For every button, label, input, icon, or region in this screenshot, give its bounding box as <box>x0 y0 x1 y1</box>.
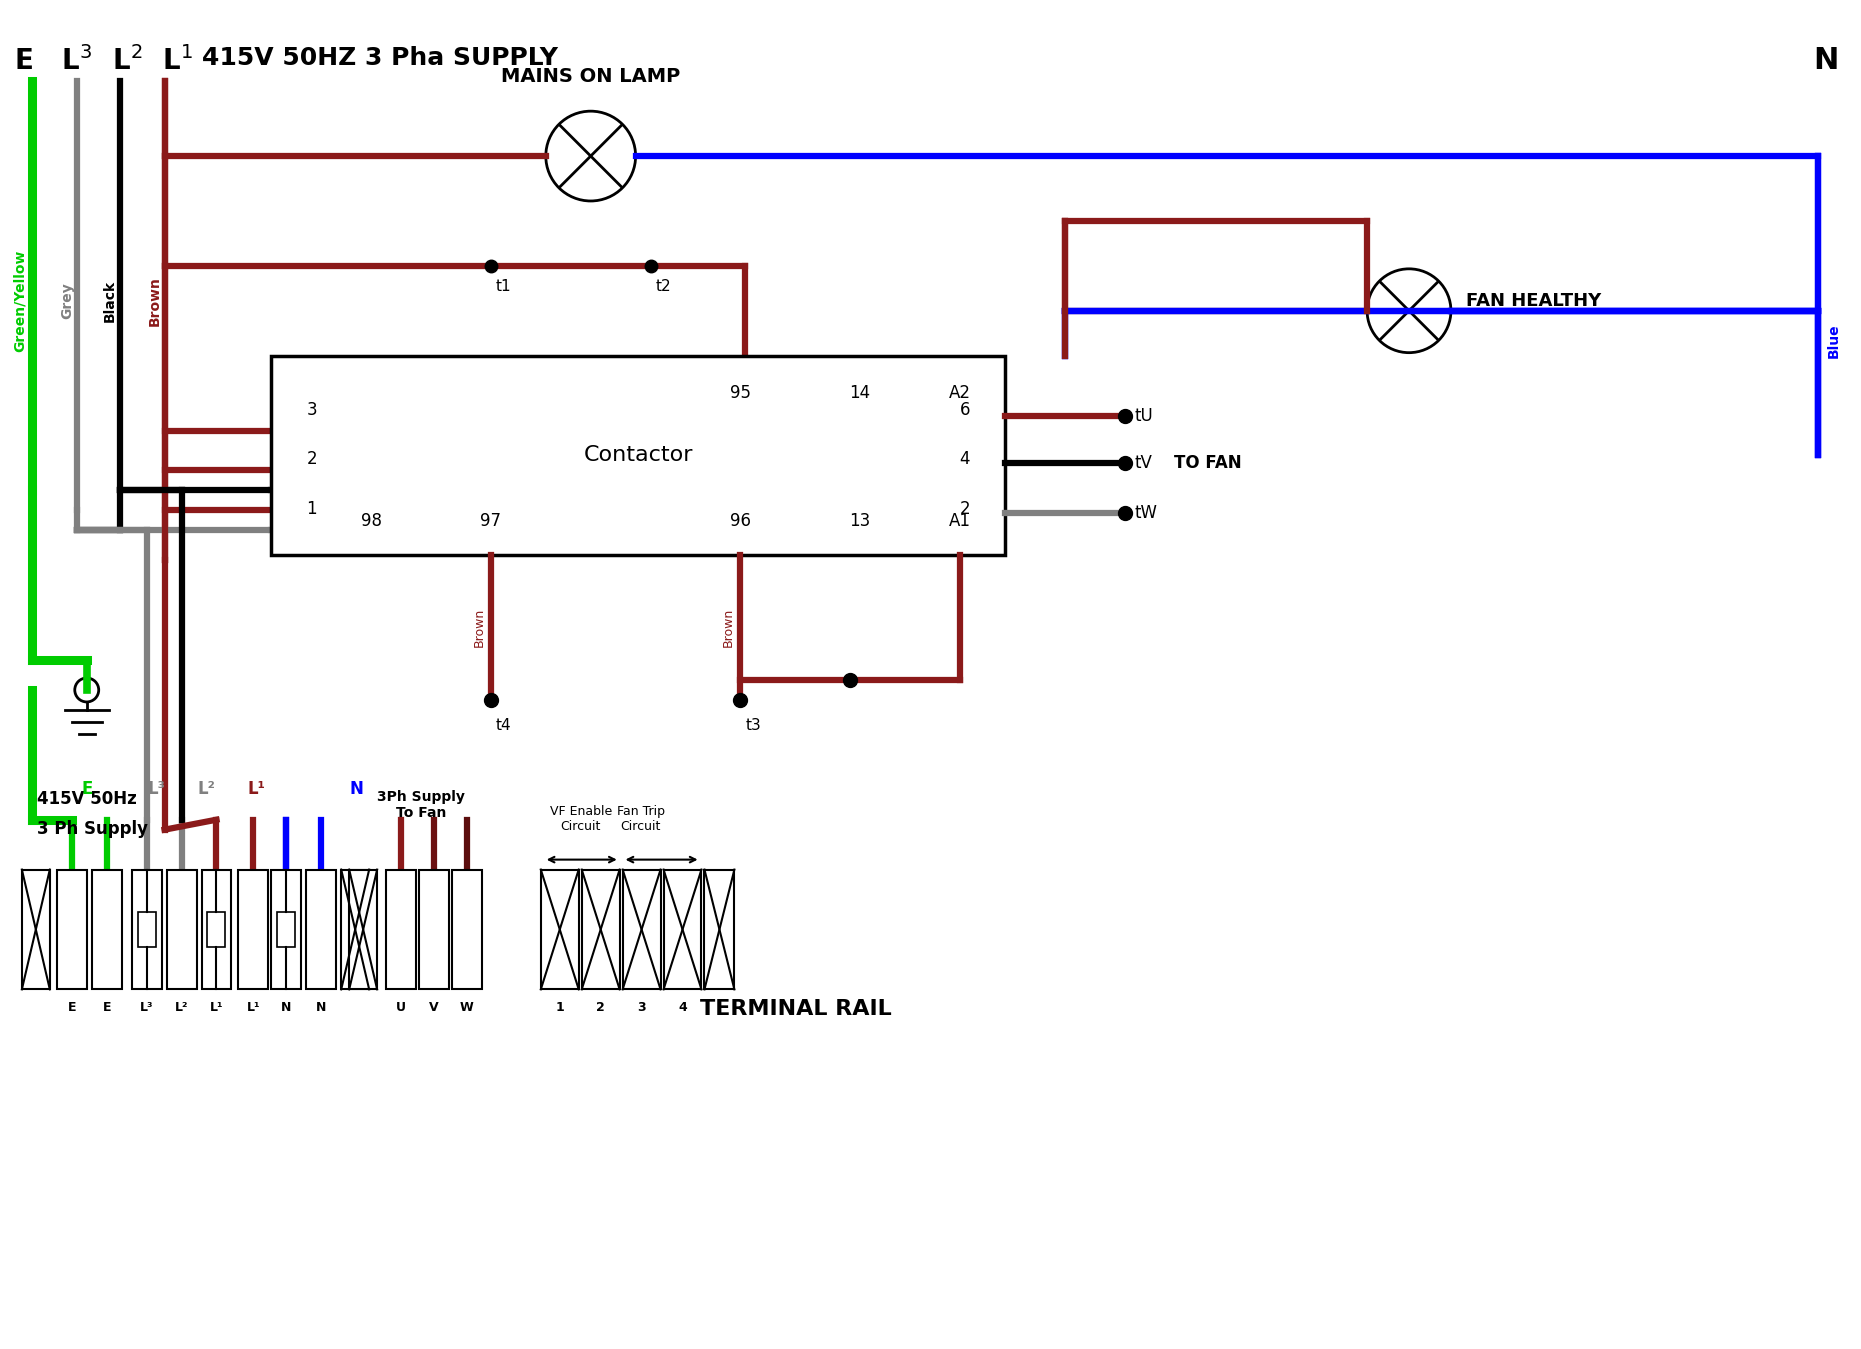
Text: 4: 4 <box>960 451 970 468</box>
Bar <box>238 870 268 989</box>
Text: L³: L³ <box>140 1001 153 1014</box>
Bar <box>58 870 87 989</box>
Bar <box>623 870 661 989</box>
Text: 415V 50Hz: 415V 50Hz <box>37 789 136 808</box>
Text: tV: tV <box>1135 455 1152 472</box>
Bar <box>705 870 735 989</box>
Text: 13: 13 <box>849 513 871 530</box>
Bar <box>307 870 337 989</box>
Text: t1: t1 <box>495 279 512 294</box>
Text: t4: t4 <box>495 718 512 733</box>
Text: A1: A1 <box>949 513 971 530</box>
Text: VF Enable
Circuit: VF Enable Circuit <box>549 805 612 832</box>
Text: 98: 98 <box>361 513 382 530</box>
Text: 2: 2 <box>958 500 970 518</box>
Text: Black: Black <box>102 279 117 322</box>
Text: E   L$^3$  L$^2$  L$^1$: E L$^3$ L$^2$ L$^1$ <box>13 46 194 76</box>
Bar <box>452 870 482 989</box>
Bar <box>385 870 417 989</box>
Bar <box>272 870 301 989</box>
Text: L²: L² <box>197 780 216 797</box>
Bar <box>201 870 231 989</box>
Text: N: N <box>316 1001 326 1014</box>
Bar <box>664 870 702 989</box>
Text: 2: 2 <box>596 1001 605 1014</box>
Text: 96: 96 <box>730 513 750 530</box>
Text: Brown: Brown <box>147 275 162 325</box>
Text: L¹: L¹ <box>248 1001 261 1014</box>
Text: 3: 3 <box>636 1001 646 1014</box>
Text: Contactor: Contactor <box>582 445 692 465</box>
Text: N: N <box>281 1001 292 1014</box>
Text: tU: tU <box>1135 406 1154 425</box>
Text: 1: 1 <box>555 1001 564 1014</box>
Bar <box>207 912 225 947</box>
Bar <box>167 870 197 989</box>
Text: E: E <box>82 780 93 797</box>
Text: TERMINAL RAIL: TERMINAL RAIL <box>700 1000 891 1020</box>
Bar <box>341 870 368 989</box>
Text: U: U <box>396 1001 406 1014</box>
Text: L¹: L¹ <box>210 1001 223 1014</box>
Text: 2: 2 <box>307 451 316 468</box>
Text: t2: t2 <box>655 279 672 294</box>
Text: Fan Trip
Circuit: Fan Trip Circuit <box>616 805 664 832</box>
Text: N: N <box>1813 46 1839 76</box>
Text: W: W <box>460 1001 475 1014</box>
Text: 415V 50HZ 3 Pha SUPPLY: 415V 50HZ 3 Pha SUPPLY <box>201 46 558 70</box>
Bar <box>542 870 579 989</box>
Text: Grey: Grey <box>60 282 74 320</box>
Bar <box>132 870 162 989</box>
Text: TO FAN: TO FAN <box>1174 455 1241 472</box>
Text: FAN HEALTHY: FAN HEALTHY <box>1466 291 1600 310</box>
Text: 95: 95 <box>730 383 750 402</box>
Text: E: E <box>102 1001 112 1014</box>
Text: N: N <box>350 780 363 797</box>
Bar <box>91 870 121 989</box>
Text: 1: 1 <box>307 500 316 518</box>
Text: Brown: Brown <box>473 608 486 648</box>
Text: E: E <box>67 1001 76 1014</box>
Text: Blue: Blue <box>1828 324 1841 357</box>
Bar <box>272 356 1005 556</box>
Bar <box>350 870 378 989</box>
Bar <box>582 870 620 989</box>
Text: tW: tW <box>1135 505 1158 522</box>
Bar <box>138 912 156 947</box>
Text: 3: 3 <box>307 401 316 418</box>
Text: 3Ph Supply
To Fan: 3Ph Supply To Fan <box>378 789 465 820</box>
Text: L²: L² <box>175 1001 188 1014</box>
Bar <box>419 870 449 989</box>
Text: 4: 4 <box>677 1001 687 1014</box>
Text: 3 Ph Supply: 3 Ph Supply <box>37 820 147 838</box>
Text: Brown: Brown <box>722 608 735 648</box>
Text: L¹: L¹ <box>248 780 266 797</box>
Text: t3: t3 <box>746 718 761 733</box>
Text: V: V <box>430 1001 439 1014</box>
Bar <box>277 912 296 947</box>
Text: 14: 14 <box>850 383 871 402</box>
Text: 97: 97 <box>480 513 501 530</box>
Text: 6: 6 <box>960 401 970 418</box>
Bar <box>22 870 50 989</box>
Text: Green/Yellow: Green/Yellow <box>13 250 26 352</box>
Text: A2: A2 <box>949 383 971 402</box>
Text: L³: L³ <box>147 780 166 797</box>
Text: MAINS ON LAMP: MAINS ON LAMP <box>501 67 681 86</box>
